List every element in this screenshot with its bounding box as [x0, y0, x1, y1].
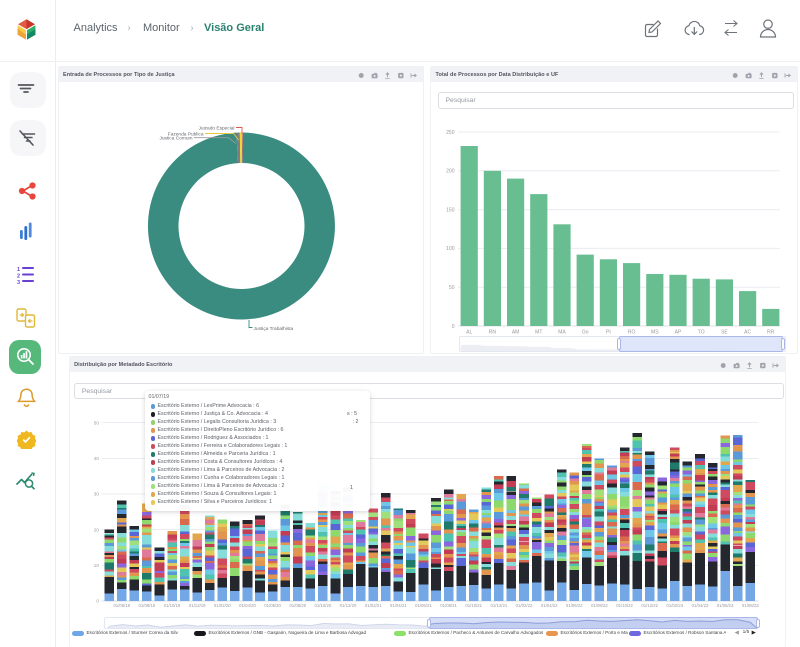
svg-text:RR: RR [767, 330, 775, 336]
svg-text:01/10/19: 01/10/19 [163, 603, 180, 608]
svg-text:AL: AL [466, 330, 472, 336]
svg-text:1: 1 [17, 267, 20, 273]
svg-text:01/10/22: 01/10/22 [616, 603, 633, 608]
svg-text:01/10/20: 01/10/20 [314, 603, 331, 608]
svg-text:0: 0 [452, 324, 455, 330]
svg-text:MS: MS [651, 330, 659, 336]
svg-text:AM: AM [512, 330, 519, 336]
svg-text:01/06/20: 01/06/20 [264, 603, 281, 608]
svg-text:2: 2 [17, 274, 20, 280]
svg-text:PI: PI [606, 330, 611, 336]
svg-text:Go: Go [582, 330, 589, 336]
svg-text:MA: MA [558, 330, 566, 336]
svg-text:01/08/20: 01/08/20 [289, 603, 306, 608]
svg-text:50: 50 [93, 420, 99, 425]
svg-text:150: 150 [446, 207, 455, 213]
svg-text:01/08/23: 01/08/23 [742, 603, 759, 608]
svg-text:01/06/19: 01/06/19 [113, 603, 130, 608]
svg-text:01/02/21: 01/02/21 [364, 603, 381, 608]
svg-text:TO: TO [698, 330, 705, 336]
svg-text:01/12/21: 01/12/21 [490, 603, 507, 608]
svg-text:RO: RO [628, 330, 636, 336]
svg-text:01/10/21: 01/10/21 [465, 603, 482, 608]
svg-text:01/06/22: 01/06/22 [566, 603, 583, 608]
svg-text:250: 250 [446, 130, 455, 136]
svg-text:Juizado Especial: Juizado Especial [198, 125, 234, 131]
svg-text:01/04/21: 01/04/21 [390, 603, 407, 608]
svg-text:01/04/20: 01/04/20 [239, 603, 256, 608]
svg-text:30: 30 [93, 492, 99, 497]
svg-text:20: 20 [93, 527, 99, 532]
svg-text:200: 200 [446, 169, 455, 175]
svg-text:01/02/22: 01/02/22 [515, 603, 532, 608]
svg-text:01/06/21: 01/06/21 [415, 603, 432, 608]
svg-text:SE: SE [721, 330, 728, 336]
svg-text:3: 3 [17, 280, 20, 284]
svg-text:10: 10 [93, 563, 99, 568]
svg-text:01/08/22: 01/08/22 [591, 603, 608, 608]
svg-text:01/06/23: 01/06/23 [716, 603, 733, 608]
svg-text:AC: AC [744, 330, 751, 336]
svg-text:01/02/23: 01/02/23 [666, 603, 683, 608]
svg-text:Justiça Trabalhista: Justiça Trabalhista [253, 326, 293, 332]
svg-text:01/12/22: 01/12/22 [641, 603, 658, 608]
svg-text:01/04/22: 01/04/22 [540, 603, 557, 608]
svg-text:Fazenda Publica: Fazenda Publica [167, 132, 203, 138]
svg-text:Justica Comum: Justica Comum [159, 136, 192, 142]
svg-text:0: 0 [96, 599, 99, 604]
svg-text:01/08/21: 01/08/21 [440, 603, 457, 608]
svg-text:01/12/20: 01/12/20 [339, 603, 356, 608]
svg-text:100: 100 [446, 246, 455, 252]
svg-text:50: 50 [449, 285, 455, 291]
svg-text:01/12/19: 01/12/19 [188, 603, 205, 608]
svg-text:01/04/23: 01/04/23 [691, 603, 708, 608]
svg-text:01/02/20: 01/02/20 [214, 603, 231, 608]
svg-text:AP: AP [675, 330, 682, 336]
svg-text:40: 40 [93, 456, 99, 461]
svg-text:01/08/19: 01/08/19 [138, 603, 155, 608]
svg-text:MT: MT [535, 330, 542, 336]
svg-text:RN: RN [489, 330, 497, 336]
